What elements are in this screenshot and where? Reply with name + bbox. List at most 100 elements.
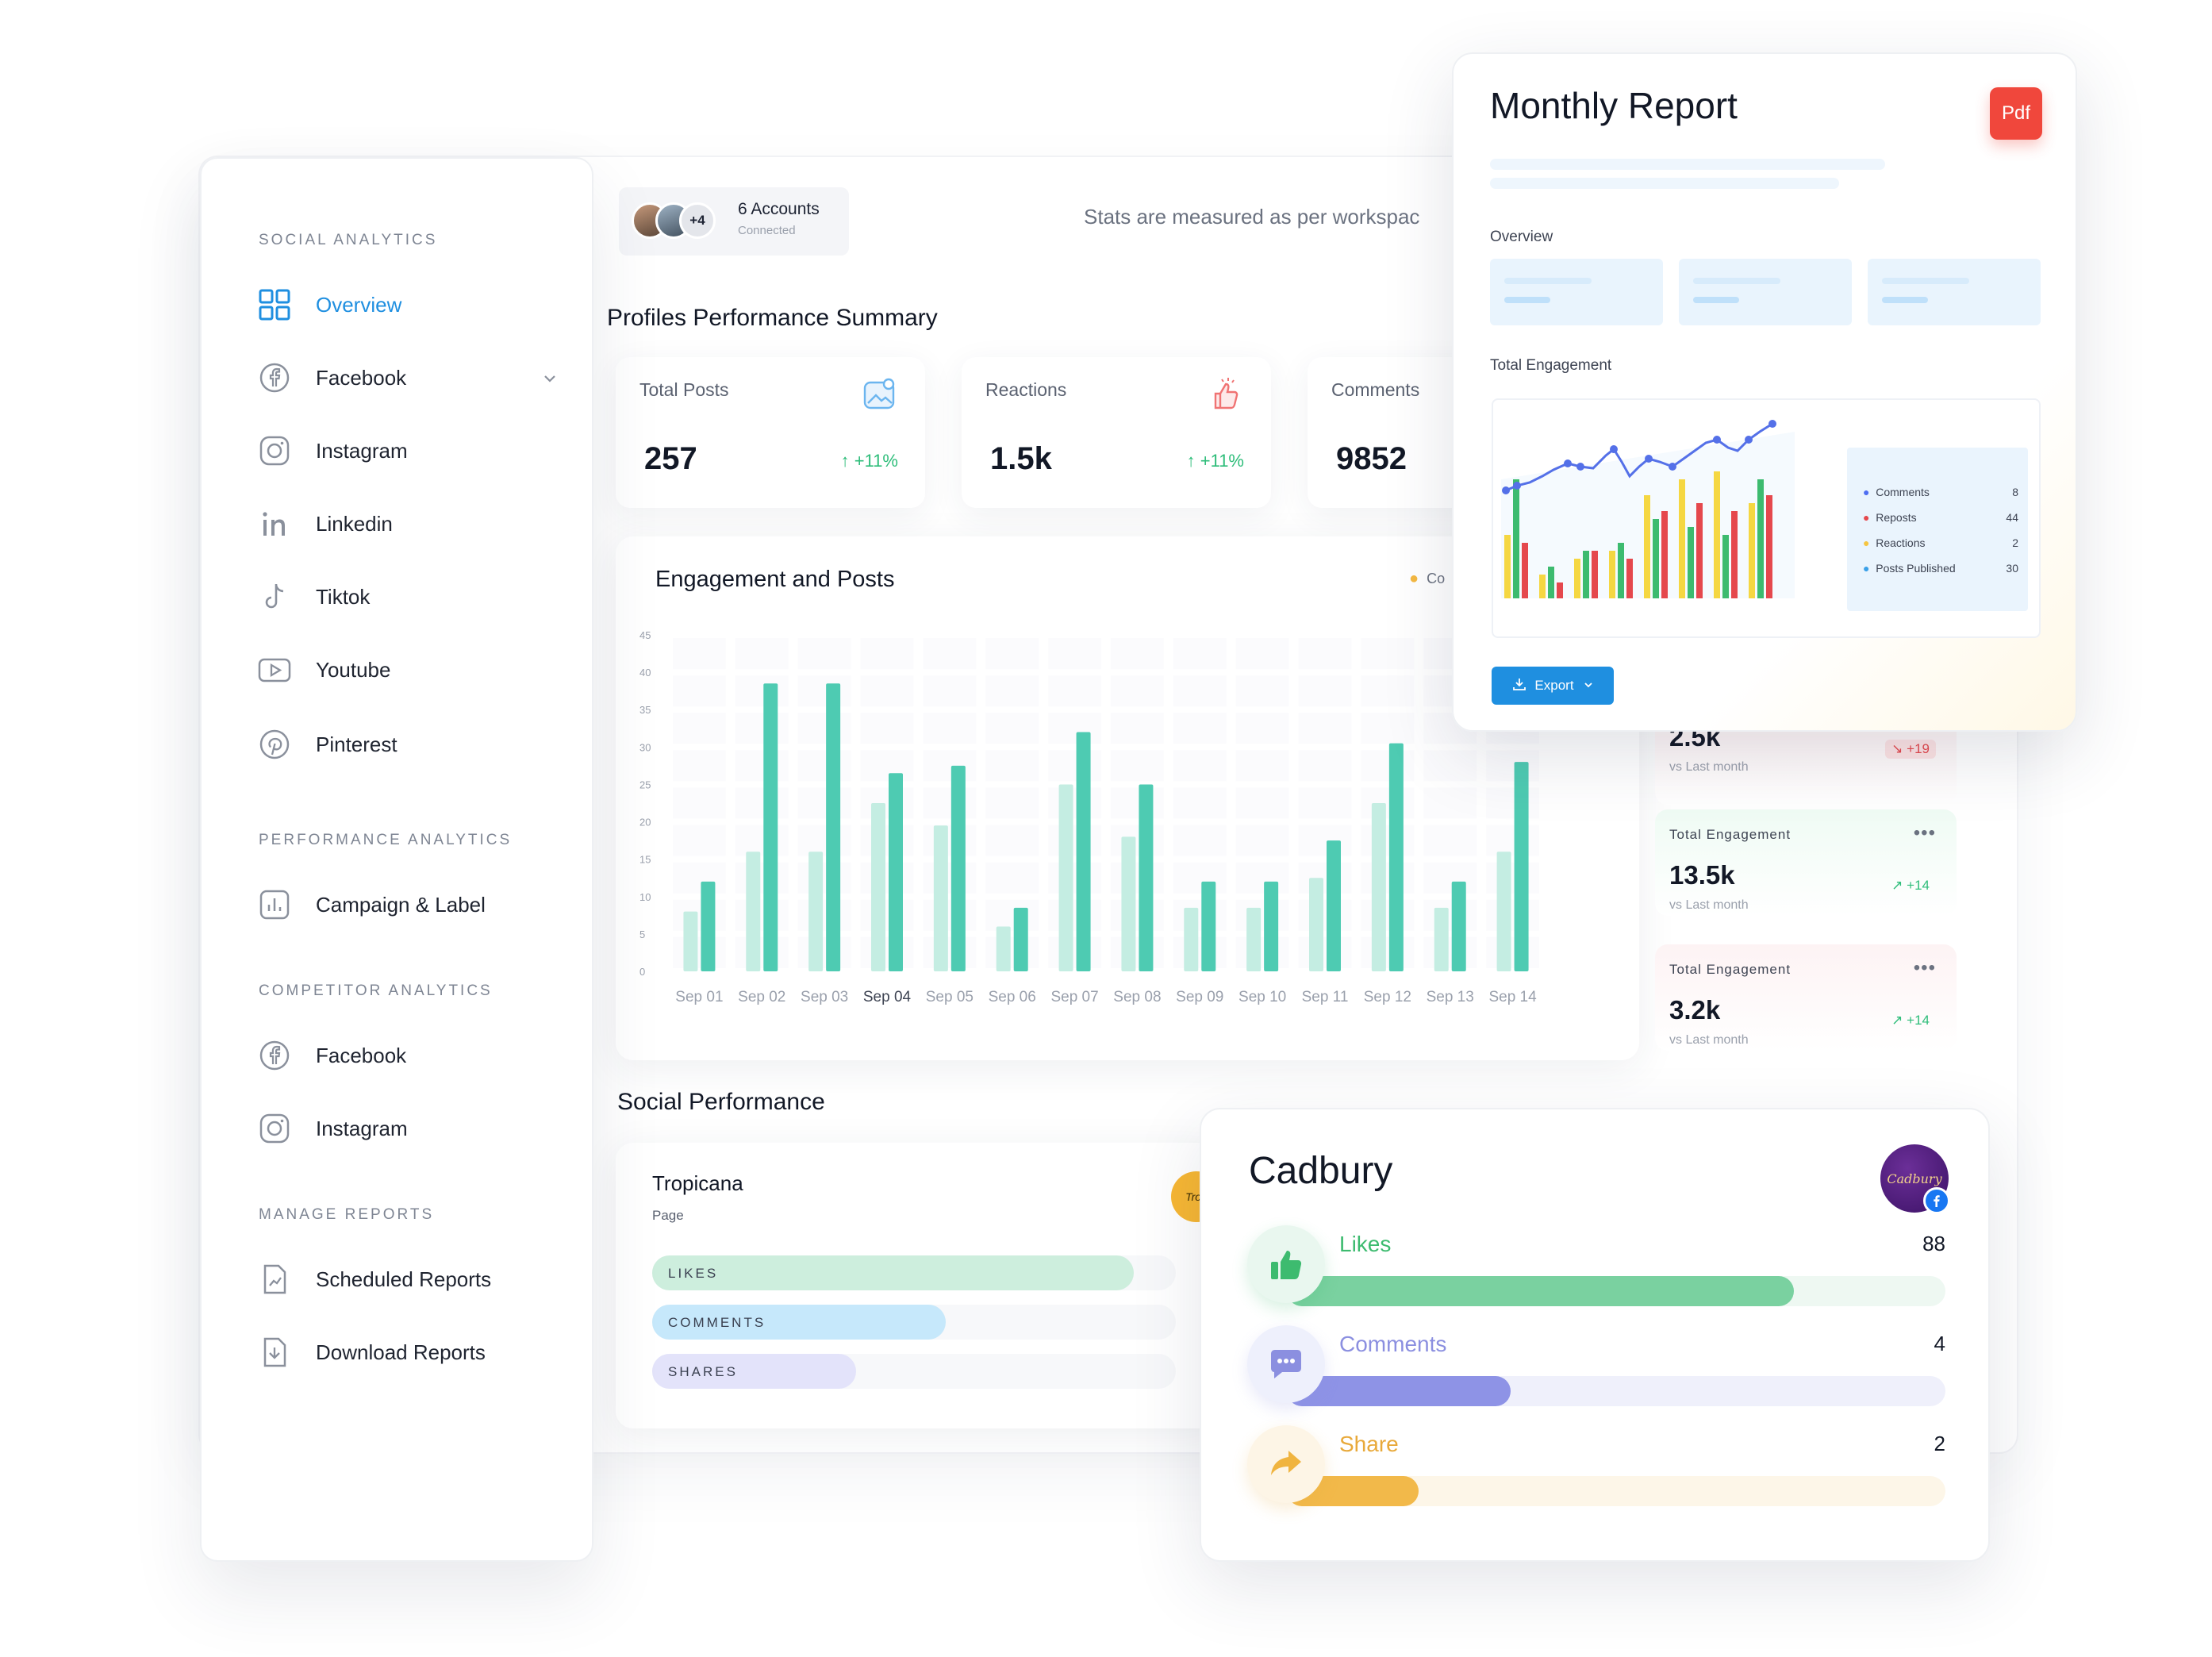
chat-bubble-icon	[1247, 1325, 1325, 1403]
bar[interactable]	[1058, 784, 1073, 971]
report-bar	[1661, 511, 1668, 598]
grid-cell	[1048, 825, 1101, 856]
bar[interactable]	[826, 683, 841, 971]
facebook-badge-icon	[1923, 1187, 1950, 1214]
bar[interactable]	[1514, 762, 1529, 971]
trend-up-icon: ↗	[1891, 878, 1903, 893]
bar[interactable]	[1496, 852, 1511, 971]
bar[interactable]	[1451, 881, 1466, 971]
bar[interactable]	[1201, 881, 1216, 971]
download-icon	[1512, 677, 1527, 695]
bar[interactable]	[889, 773, 903, 971]
sidebar-section-title: COMPETITOR ANALYTICS	[259, 982, 493, 999]
sidebar-item-instagram[interactable]: Instagram	[257, 433, 408, 468]
bar[interactable]	[950, 765, 966, 971]
report-bar	[1749, 503, 1755, 598]
grid-cell	[923, 750, 977, 782]
sidebar-item-pinterest[interactable]: Pinterest	[257, 727, 397, 762]
linkedin-icon	[257, 506, 292, 541]
thumbs-up-icon	[1247, 1225, 1325, 1303]
sidebar-item-label: Tiktok	[316, 584, 371, 609]
sidebar-item-campaign-label[interactable]: Campaign & Label	[257, 887, 486, 922]
grid-cell	[1173, 862, 1227, 894]
likes-row: Likes 88	[1247, 1225, 1945, 1313]
bar[interactable]	[871, 803, 885, 971]
grid-cell	[1173, 750, 1227, 782]
grid-cell	[1298, 787, 1352, 819]
sidebar-item-competitor-facebook[interactable]: Facebook	[257, 1038, 406, 1073]
more-icon[interactable]: •••	[1913, 957, 1936, 978]
bar[interactable]	[1121, 836, 1136, 971]
sidebar-item-scheduled-reports[interactable]: Scheduled Reports	[257, 1262, 491, 1297]
row-label: Comments	[1339, 1332, 1447, 1356]
report-bar	[1679, 479, 1685, 598]
y-tick-label: 10	[639, 891, 651, 903]
report-legend: ● Comments 8 ● Reposts 44 ● Reactions 2 ● Post…	[1847, 448, 2028, 611]
chevron-down-icon[interactable]	[541, 368, 559, 393]
grid-cell	[1048, 750, 1101, 782]
sidebar-item-facebook[interactable]: Facebook	[257, 360, 559, 395]
grid-cell	[1111, 787, 1164, 819]
bar[interactable]	[808, 852, 824, 971]
bar[interactable]	[1264, 881, 1279, 971]
progress-track	[1287, 1276, 1945, 1306]
sidebar-item-download-reports[interactable]: Download Reports	[257, 1335, 486, 1370]
bar[interactable]	[1139, 784, 1154, 971]
grid-cell	[1111, 936, 1164, 968]
stats-note: Stats are measured as per workspac	[1084, 205, 1420, 229]
bar[interactable]	[1076, 732, 1091, 971]
x-tick-label: Sep 03	[801, 989, 848, 1005]
report-bar	[1626, 559, 1633, 598]
profile-type: Page	[652, 1208, 684, 1223]
bar[interactable]	[1371, 803, 1386, 971]
grid-cell	[1048, 787, 1101, 819]
grid-cell	[985, 713, 1039, 744]
more-icon[interactable]: •••	[1913, 822, 1936, 844]
report-bar	[1696, 503, 1703, 598]
bar[interactable]	[1184, 907, 1199, 971]
thumbs-up-icon	[1208, 376, 1244, 413]
grid-cell	[1048, 899, 1101, 931]
bar[interactable]	[746, 852, 761, 971]
bar[interactable]	[763, 683, 778, 971]
bar[interactable]	[701, 881, 716, 971]
sidebar-item-tiktok[interactable]: Tiktok	[257, 579, 370, 614]
bar[interactable]	[1309, 878, 1323, 971]
grid-cell	[985, 750, 1039, 782]
connected-accounts-chip[interactable]: +4 6 Accounts Connected	[619, 187, 849, 256]
bar[interactable]	[933, 825, 948, 971]
instagram-icon	[257, 433, 292, 468]
bar[interactable]	[683, 911, 698, 971]
pdf-icon[interactable]: Pdf	[1990, 87, 2042, 140]
cadbury-card: Cadbury Cadbury Likes 88 Comments 4 Shar…	[1200, 1108, 1990, 1562]
grid-cell	[860, 638, 914, 670]
accounts-title: 6 Accounts	[738, 200, 820, 218]
grid-cell	[923, 862, 977, 894]
export-button[interactable]: Export	[1492, 667, 1614, 705]
sidebar-item-overview[interactable]: Overview	[257, 287, 401, 322]
sidebar-item-competitor-instagram[interactable]: Instagram	[257, 1111, 408, 1146]
mini-subtitle: vs Last month	[1669, 760, 1749, 774]
mini-subtitle: vs Last month	[1669, 1033, 1749, 1047]
grid-cell	[673, 750, 726, 782]
sidebar-item-linkedin[interactable]: Linkedin	[257, 506, 393, 541]
sidebar-item-youtube[interactable]: Youtube	[257, 652, 390, 687]
x-tick-label: Sep 10	[1238, 989, 1286, 1005]
overview-tile	[1868, 259, 2041, 325]
grid-cell	[797, 713, 851, 744]
bar[interactable]	[1013, 907, 1028, 971]
grid-cell	[1361, 713, 1415, 744]
bar[interactable]	[996, 926, 1011, 971]
y-tick-label: 45	[639, 629, 651, 641]
grid-cell	[1298, 936, 1352, 968]
grid-cell	[673, 675, 726, 707]
grid-cell	[735, 675, 789, 707]
grid-cell	[1298, 750, 1352, 782]
sidebar-section-title: SOCIAL ANALYTICS	[259, 232, 438, 248]
bar[interactable]	[1388, 743, 1404, 971]
sidebar-item-label: Instagram	[316, 438, 408, 463]
bar[interactable]	[1434, 907, 1449, 971]
bar[interactable]	[1327, 840, 1341, 971]
bar[interactable]	[1246, 907, 1262, 971]
progress-track	[1287, 1476, 1945, 1506]
